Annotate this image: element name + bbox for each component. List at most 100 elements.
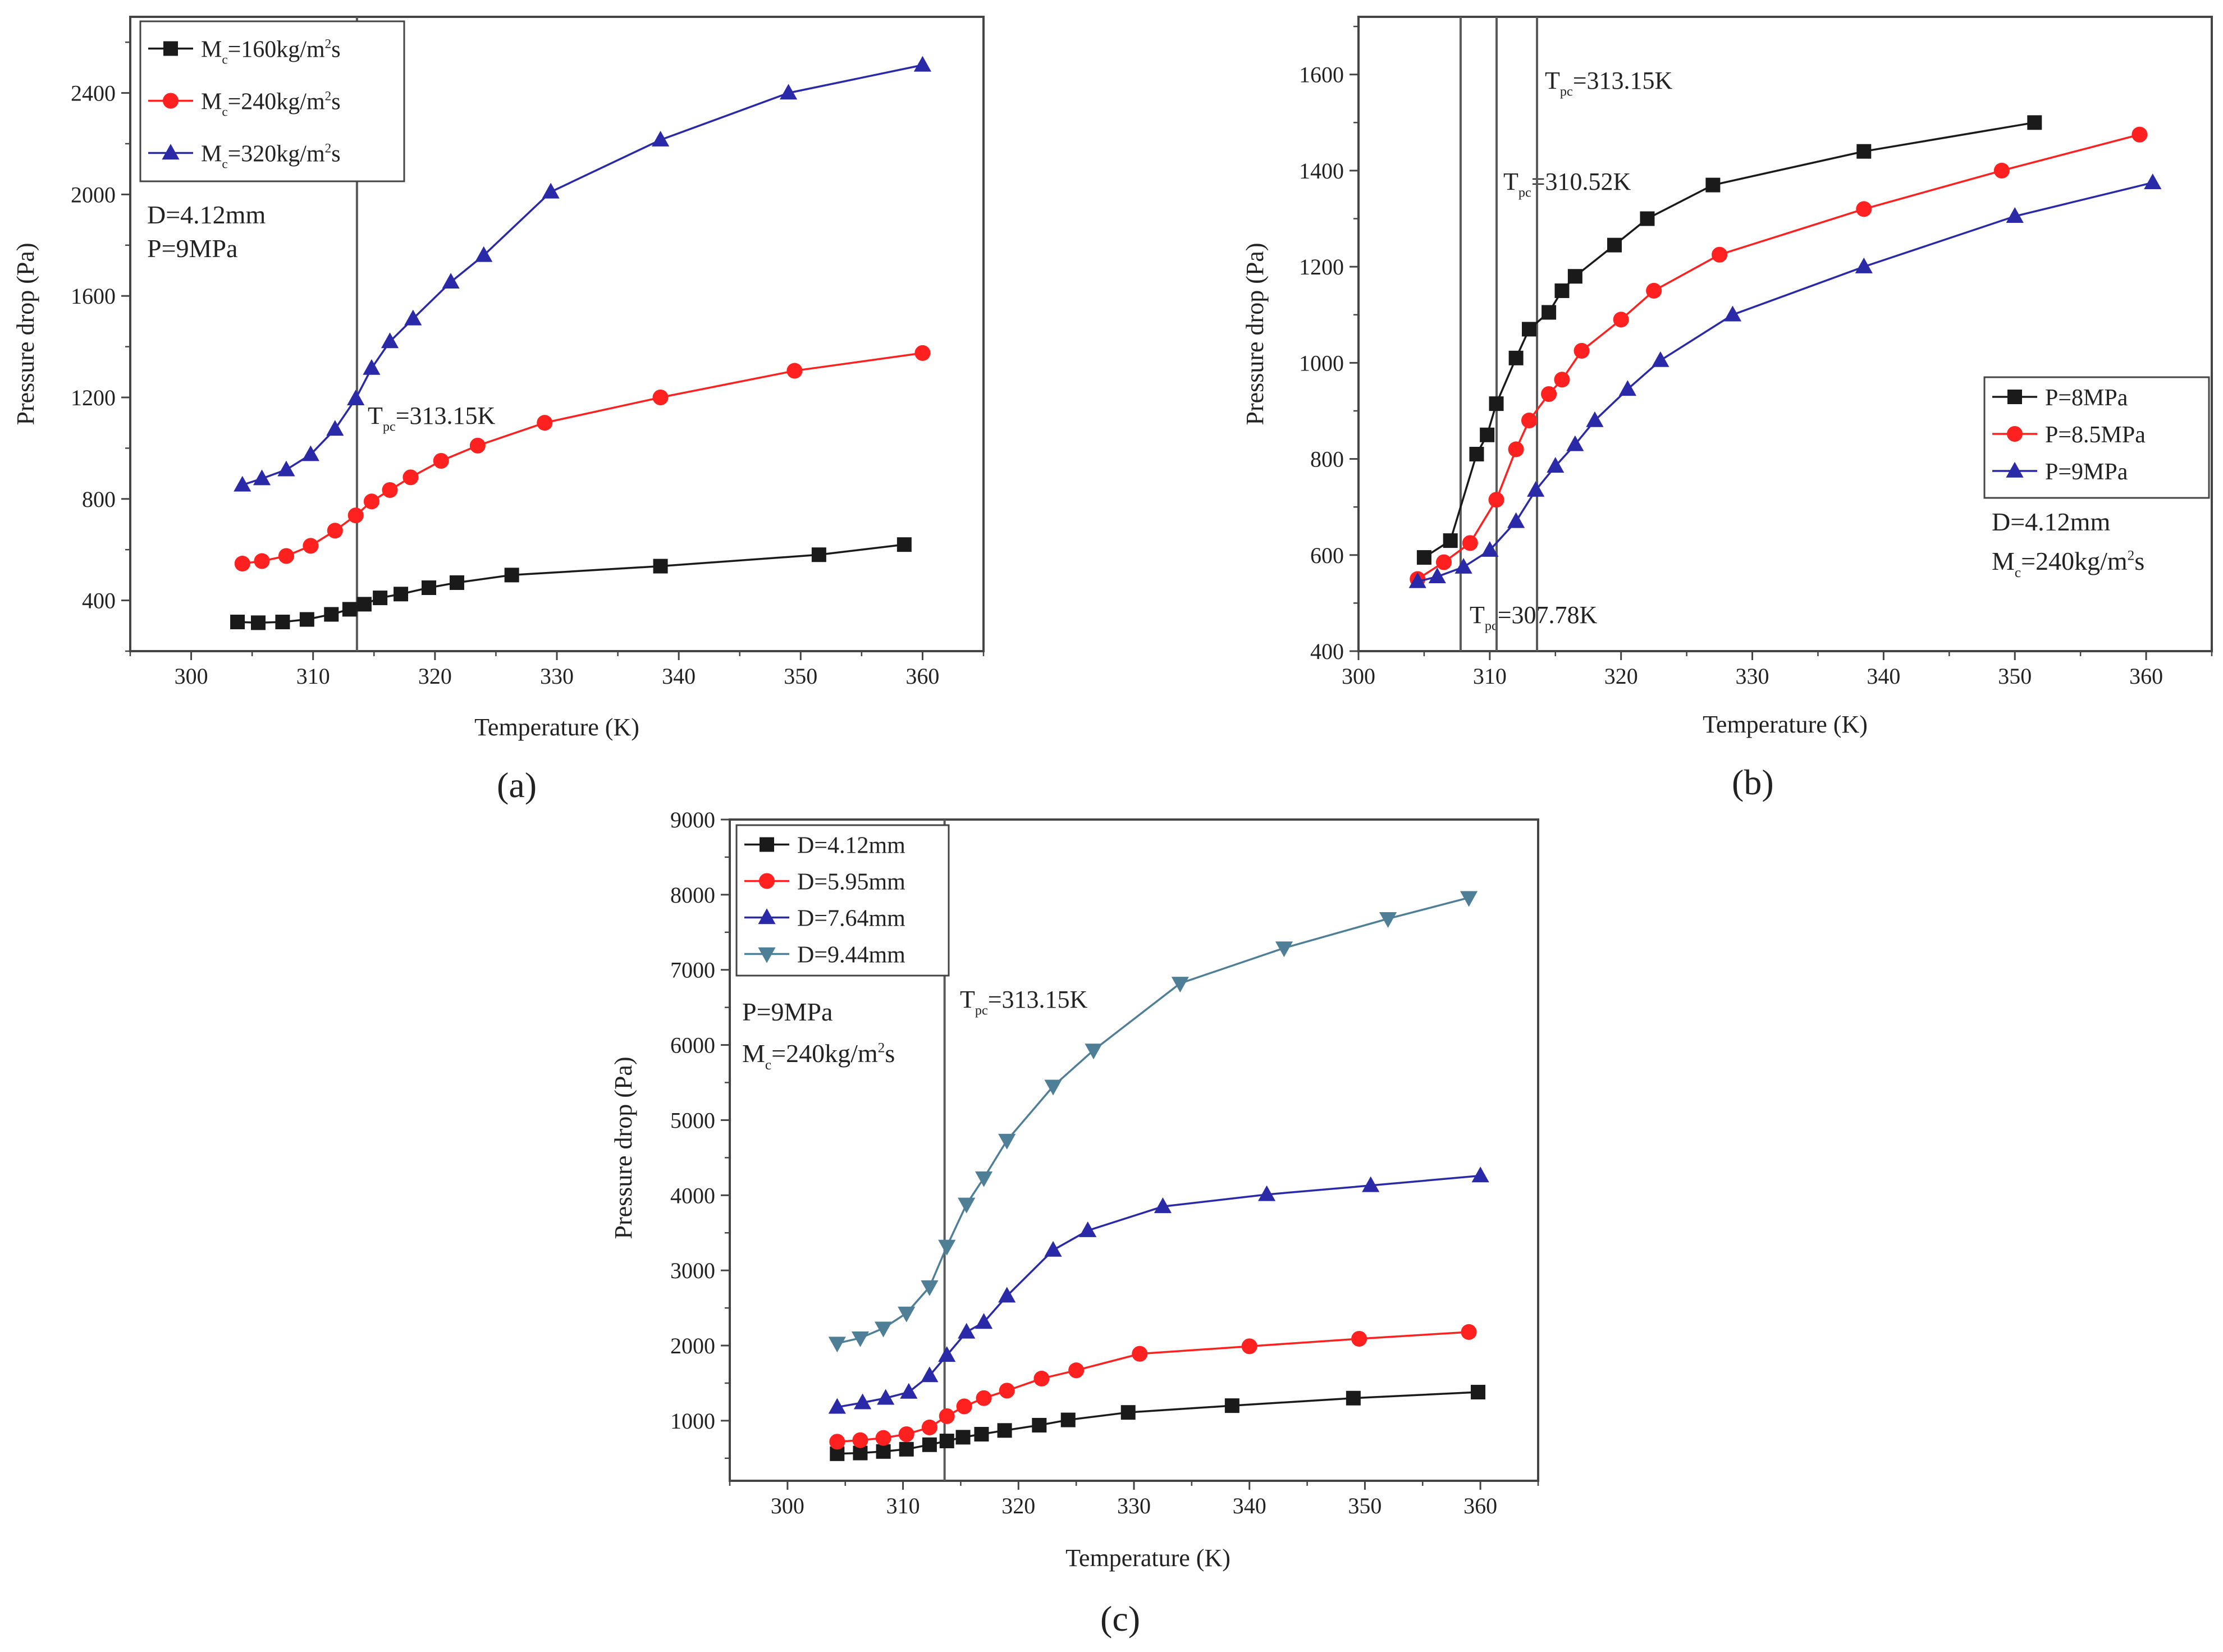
data-point-1 bbox=[1120, 1405, 1136, 1420]
y-tick-label: 1200 bbox=[71, 385, 116, 410]
data-point-1 bbox=[1522, 322, 1536, 337]
data-point-1 bbox=[449, 575, 464, 590]
data-point-3 bbox=[828, 1398, 846, 1414]
data-point-2 bbox=[875, 1430, 891, 1446]
data-point-3 bbox=[1507, 512, 1525, 528]
data-point-1 bbox=[1416, 550, 1431, 565]
data-point-1 bbox=[1705, 177, 1721, 193]
data-point-1 bbox=[653, 559, 668, 574]
data-point-2 bbox=[363, 493, 379, 510]
x-tick-label: 320 bbox=[1604, 663, 1638, 689]
y-tick-label: 1000 bbox=[1299, 350, 1344, 376]
x-tick-label: 340 bbox=[1233, 1493, 1266, 1518]
data-point-3 bbox=[2006, 207, 2024, 223]
data-point-4 bbox=[1460, 891, 1478, 907]
data-point-1 bbox=[1567, 269, 1582, 284]
x-tick-label: 320 bbox=[418, 663, 452, 689]
data-point-1 bbox=[1542, 305, 1557, 320]
data-point-2 bbox=[652, 389, 669, 406]
data-point-3 bbox=[900, 1383, 918, 1399]
y-tick-label: 3000 bbox=[670, 1258, 715, 1283]
data-point-1 bbox=[230, 615, 245, 630]
panel-label: (c) bbox=[1100, 1599, 1140, 1639]
data-point-3 bbox=[1481, 541, 1499, 557]
data-point-2 bbox=[1856, 201, 1872, 217]
x-tick-label: 360 bbox=[905, 663, 939, 689]
y-tick-label: 1600 bbox=[1299, 62, 1344, 88]
chart-panel-2: 300 310 320 330 340 350 360 400 600 800 1000 1200 14… bbox=[1241, 16, 2213, 802]
data-point-3 bbox=[253, 469, 271, 486]
y-tick-label: 6000 bbox=[670, 1033, 715, 1058]
data-point-3 bbox=[998, 1287, 1016, 1303]
y-tick-label: 600 bbox=[1310, 543, 1344, 568]
data-point-1 bbox=[1607, 237, 1622, 253]
legend-marker bbox=[2006, 425, 2023, 442]
legend-marker bbox=[758, 908, 776, 925]
data-point-2 bbox=[1521, 413, 1538, 429]
legend-marker bbox=[2007, 390, 2022, 404]
data-point-3 bbox=[347, 390, 365, 405]
data-point-1 bbox=[1471, 1385, 1486, 1400]
data-point-2 bbox=[921, 1419, 937, 1435]
y-tick-label: 4000 bbox=[670, 1183, 715, 1208]
y-axis-label: Pressure drop (Pa) bbox=[12, 242, 39, 425]
data-point-3 bbox=[1428, 568, 1446, 584]
y-tick-label: 5000 bbox=[670, 1108, 715, 1133]
data-point-2 bbox=[254, 553, 270, 569]
y-tick-label: 800 bbox=[82, 487, 116, 512]
data-point-3 bbox=[1362, 1176, 1380, 1192]
legend-entry: D=7.64mm bbox=[797, 906, 905, 932]
y-tick-label: 800 bbox=[1310, 447, 1344, 472]
y-tick-label: 400 bbox=[82, 588, 116, 614]
data-point-4 bbox=[898, 1306, 916, 1322]
x-tick-label: 300 bbox=[1342, 663, 1375, 689]
data-point-2 bbox=[939, 1408, 955, 1424]
data-point-4 bbox=[998, 1133, 1016, 1150]
data-point-1 bbox=[422, 580, 436, 595]
data-point-2 bbox=[829, 1434, 845, 1450]
tpc-label: Tpc=313.15K bbox=[960, 986, 1088, 1018]
tpc-label: Tpc=310.52K bbox=[1503, 168, 1631, 200]
data-point-2 bbox=[914, 345, 931, 361]
x-tick-label: 310 bbox=[886, 1493, 920, 1518]
x-tick-label: 320 bbox=[1001, 1493, 1035, 1518]
annotation: P=9MPa bbox=[147, 234, 237, 263]
data-point-1 bbox=[251, 615, 266, 630]
data-point-1 bbox=[811, 547, 826, 562]
data-point-1 bbox=[939, 1434, 954, 1449]
data-point-1 bbox=[955, 1430, 971, 1445]
data-point-2 bbox=[303, 538, 319, 554]
y-tick-label: 1400 bbox=[1299, 158, 1344, 184]
legend-entry: P=8MPa bbox=[2045, 385, 2128, 411]
x-tick-label: 330 bbox=[1117, 1493, 1151, 1518]
data-point-3 bbox=[1586, 411, 1604, 427]
legend-marker bbox=[162, 93, 179, 109]
legend-entry: Mc=240kg/m2s bbox=[201, 89, 341, 119]
y-axis-label: Pressure drop (Pa) bbox=[610, 1056, 637, 1239]
data-point-2 bbox=[1508, 441, 1524, 457]
x-tick-label: 300 bbox=[175, 663, 208, 689]
plot-frame bbox=[1357, 16, 2213, 652]
data-point-1 bbox=[997, 1423, 1012, 1438]
data-point-3 bbox=[853, 1393, 872, 1410]
data-point-2 bbox=[1993, 162, 2010, 179]
data-point-2 bbox=[1541, 386, 1557, 402]
data-point-2 bbox=[537, 415, 553, 431]
data-point-1 bbox=[394, 587, 409, 602]
x-axis-label: Temperature (K) bbox=[1065, 1544, 1231, 1572]
data-point-3 bbox=[958, 1322, 976, 1339]
data-point-2 bbox=[433, 452, 449, 469]
annotation: P=9MPa bbox=[742, 997, 833, 1026]
data-point-2 bbox=[469, 437, 486, 454]
data-point-2 bbox=[1574, 342, 1590, 359]
data-point-3 bbox=[1079, 1221, 1097, 1237]
data-point-4 bbox=[875, 1321, 893, 1338]
y-tick-label: 7000 bbox=[670, 958, 715, 983]
x-tick-label: 340 bbox=[662, 663, 696, 689]
data-point-1 bbox=[275, 615, 290, 630]
legend-entry: P=9MPa bbox=[2045, 459, 2128, 485]
legend-entry: D=5.95mm bbox=[797, 870, 905, 895]
data-point-1 bbox=[876, 1444, 891, 1459]
data-point-1 bbox=[504, 568, 519, 583]
